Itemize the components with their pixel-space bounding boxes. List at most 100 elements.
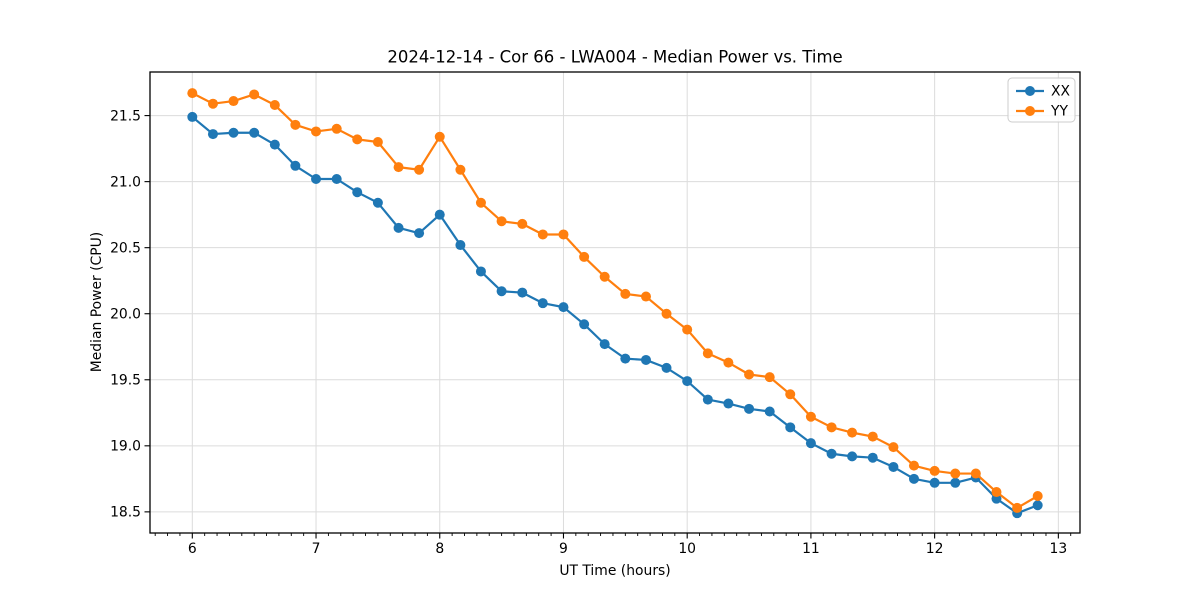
series-YY-point [393,162,404,173]
y-axis-label: Median Power (CPU) [89,231,105,373]
series-XX-point [764,406,775,417]
axes-spines [149,71,1081,534]
series-XX-point [867,452,878,463]
series-XX-point [888,461,899,472]
series-YY-point [847,427,858,438]
legend-YY-marker [1025,106,1035,116]
series-XX-point [950,477,961,488]
series-YY-point [434,131,445,142]
y-tick-label: 21.0 [110,174,141,190]
series-YY-point [620,288,631,299]
series-YY-point [579,251,590,262]
series-YY-point [661,308,672,319]
series-XX-point [228,127,239,138]
series-YY-point [331,123,342,134]
y-tick-label: 20.0 [110,306,141,322]
series-YY-point [269,100,280,111]
series-XX-point [620,353,631,364]
series-YY-point [744,369,755,380]
series-YY-point [249,89,260,100]
x-tick-label: 12 [926,541,944,557]
series-YY-point [187,88,198,99]
x-tick-label: 8 [435,541,444,557]
series-XX-point [372,197,383,208]
series-XX-point [682,376,693,387]
series-YY-point [290,119,301,130]
series-XX-point [826,448,837,459]
x-tick-label: 11 [802,541,820,557]
series-XX-point [805,438,816,449]
series-XX-point [352,187,363,198]
series-YY-point [991,487,1002,498]
series-YY-point [785,389,796,400]
series-XX-point [785,422,796,433]
chart-title: 2024-12-14 - Cor 66 - LWA004 - Median Po… [387,47,843,67]
series-XX-point [929,477,940,488]
legend-XX-label: XX [1051,84,1071,100]
series-XX-point [599,339,610,350]
series-YY-point [723,357,734,368]
y-tick-label: 19.5 [110,372,141,388]
series-XX-point [455,240,466,251]
series-XX-point [723,398,734,409]
series-XX-point [1032,500,1043,511]
series-YY-point [414,164,425,175]
series-YY-point [228,96,239,107]
series-YY-point [599,271,610,282]
x-tick-label: 13 [1050,541,1068,557]
series-XX-point [331,173,342,184]
series-YY-point [970,468,981,479]
series-XX-point [496,286,507,297]
x-tick-label: 9 [559,541,568,557]
series-YY-point [207,98,218,109]
series-YY-point [640,291,651,302]
series-XX-point [187,111,198,122]
series-YY-point [764,372,775,383]
series-YY-point [372,137,383,148]
series-XX-point [661,362,672,373]
y-tick-label: 21.5 [110,108,141,124]
series-XX-point [640,354,651,365]
x-tick-label: 10 [678,541,696,557]
series-XX-point [908,473,919,484]
series-YY-point [475,197,486,208]
y-tick-label: 20.5 [110,240,141,256]
series-YY-point [1032,491,1043,502]
legend-XX-marker [1025,86,1035,96]
series-YY-point [311,126,322,137]
series-YY-point [682,324,693,335]
series-YY-point [826,422,837,433]
legend-YY-label: YY [1050,104,1068,120]
x-tick-label: 6 [188,541,197,557]
x-tick-label: 7 [312,541,321,557]
series-XX-point [434,209,445,220]
series-XX-point [517,287,528,298]
series-YY-point [929,465,940,476]
series-XX-point [249,127,260,138]
series-XX-point [269,139,280,150]
series-XX-point [537,298,548,309]
series-YY-point [702,348,713,359]
series-XX-point [290,160,301,171]
series-XX-point [475,266,486,277]
series-XX-point [702,394,713,405]
series-YY-point [908,460,919,471]
series-YY-point [950,468,961,479]
series-XX-point [579,319,590,330]
y-tick-label: 19.0 [110,439,141,455]
series-YY-point [455,164,466,175]
series-YY-point [517,218,528,229]
series-XX-point [207,129,218,140]
series-XX-point [414,228,425,239]
x-axis-label: UT Time (hours) [559,563,671,579]
series-YY-point [867,431,878,442]
series-XX-point [558,302,569,313]
series-XX-point [311,173,322,184]
series-XX-point [393,222,404,233]
series-XX-point [744,403,755,414]
series-YY-point [1012,502,1023,513]
series-XX-point [847,451,858,462]
series-YY-point [537,229,548,240]
